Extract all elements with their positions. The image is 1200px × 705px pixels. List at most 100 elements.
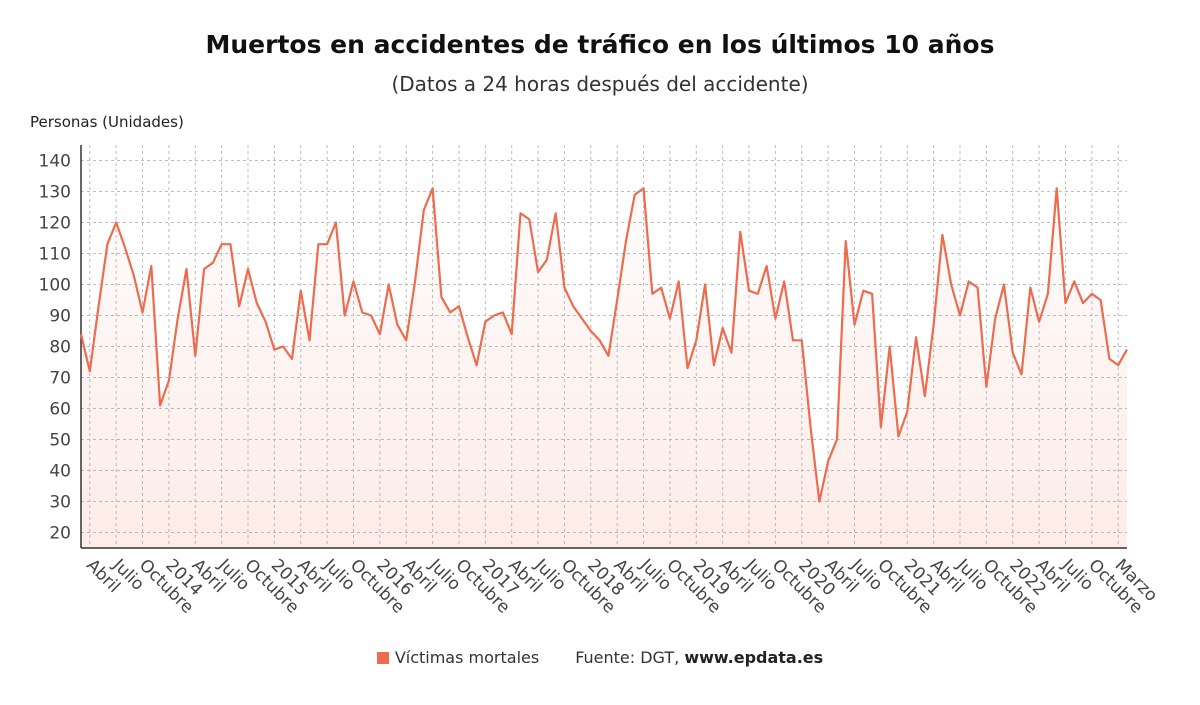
data-point bbox=[502, 311, 504, 313]
y-tick-label: 100 bbox=[39, 276, 71, 296]
data-point bbox=[563, 286, 565, 288]
y-tick-label: 110 bbox=[39, 245, 71, 265]
data-point bbox=[1099, 299, 1101, 301]
data-point bbox=[572, 305, 574, 307]
data-point bbox=[511, 333, 513, 335]
series-line-victimas bbox=[79, 187, 1128, 503]
y-axis-ticks: 20 30 40 50 60 70 80 90 100 110 120 130 140 bbox=[39, 152, 71, 544]
data-point bbox=[792, 339, 794, 341]
data-point bbox=[783, 280, 785, 282]
data-point bbox=[159, 404, 161, 406]
data-point bbox=[1064, 302, 1066, 304]
data-point bbox=[431, 187, 433, 189]
data-point bbox=[678, 280, 680, 282]
data-point bbox=[1003, 283, 1005, 285]
data-point bbox=[405, 339, 407, 341]
data-point bbox=[133, 274, 135, 276]
data-point bbox=[598, 339, 600, 341]
data-point bbox=[818, 500, 820, 502]
data-point bbox=[361, 311, 363, 313]
data-point bbox=[379, 333, 381, 335]
data-point bbox=[194, 355, 196, 357]
source-site: www.epdata.es bbox=[684, 648, 824, 667]
data-point bbox=[317, 243, 319, 245]
data-point bbox=[89, 370, 91, 372]
y-tick-label: 70 bbox=[49, 369, 71, 389]
data-point bbox=[730, 352, 732, 354]
data-point bbox=[414, 280, 416, 282]
data-point bbox=[554, 212, 556, 214]
data-point bbox=[291, 358, 293, 360]
data-point bbox=[176, 317, 178, 319]
data-point bbox=[1012, 352, 1014, 354]
legend-label: Víctimas mortales bbox=[394, 648, 540, 667]
data-point bbox=[308, 339, 310, 341]
data-point bbox=[124, 246, 126, 248]
data-point bbox=[906, 410, 908, 412]
data-point bbox=[238, 305, 240, 307]
data-point bbox=[924, 395, 926, 397]
data-point bbox=[941, 234, 943, 236]
y-tick-label: 50 bbox=[49, 431, 71, 451]
data-point bbox=[862, 290, 864, 292]
data-point bbox=[590, 330, 592, 332]
data-point bbox=[264, 321, 266, 323]
y-tick-label: 30 bbox=[49, 493, 71, 513]
y-tick-label: 60 bbox=[49, 400, 71, 420]
axes bbox=[80, 145, 1127, 549]
source-prefix: Fuente: DGT, bbox=[575, 648, 685, 667]
data-point bbox=[141, 311, 143, 313]
data-point bbox=[475, 364, 477, 366]
data-point bbox=[994, 317, 996, 319]
data-point bbox=[845, 240, 847, 242]
data-point bbox=[827, 460, 829, 462]
data-point bbox=[352, 280, 354, 282]
data-point bbox=[748, 290, 750, 292]
data-point bbox=[1126, 348, 1128, 350]
y-tick-label: 40 bbox=[49, 462, 71, 482]
data-point bbox=[669, 317, 671, 319]
data-point bbox=[97, 305, 99, 307]
data-point bbox=[660, 286, 662, 288]
data-point bbox=[1038, 321, 1040, 323]
data-point bbox=[651, 293, 653, 295]
data-point bbox=[739, 231, 741, 233]
data-point bbox=[607, 355, 609, 357]
y-axis-label: Personas (Unidades) bbox=[30, 113, 184, 131]
data-point bbox=[642, 187, 644, 189]
data-point bbox=[519, 212, 521, 214]
data-point bbox=[713, 364, 715, 366]
data-point bbox=[985, 386, 987, 388]
x-axis-ticks: AbrilJulioOctubre2014AbrilJulioOctubre20… bbox=[82, 555, 1161, 618]
y-tick-label: 120 bbox=[39, 214, 71, 234]
source-text: Fuente: DGT, www.epdata.es bbox=[575, 648, 823, 667]
y-tick-label: 90 bbox=[49, 307, 71, 327]
data-point bbox=[115, 221, 117, 223]
data-point bbox=[273, 348, 275, 350]
data-point bbox=[220, 243, 222, 245]
data-point bbox=[467, 336, 469, 338]
data-point bbox=[300, 290, 302, 292]
data-point bbox=[370, 314, 372, 316]
legend-swatch bbox=[376, 652, 389, 664]
data-point bbox=[959, 314, 961, 316]
data-point bbox=[493, 314, 495, 316]
data-point bbox=[1073, 280, 1075, 282]
data-point bbox=[1082, 302, 1084, 304]
area-path bbox=[81, 188, 1127, 548]
data-point bbox=[282, 345, 284, 347]
data-point bbox=[1091, 293, 1093, 295]
data-point bbox=[528, 218, 530, 220]
data-point bbox=[396, 324, 398, 326]
data-point bbox=[344, 314, 346, 316]
data-point bbox=[326, 243, 328, 245]
data-point bbox=[950, 283, 952, 285]
area-fill bbox=[81, 188, 1127, 548]
data-point bbox=[932, 324, 934, 326]
y-tick-label: 80 bbox=[49, 338, 71, 358]
data-point bbox=[1117, 364, 1119, 366]
data-point bbox=[757, 293, 759, 295]
data-point bbox=[976, 286, 978, 288]
series-lines bbox=[79, 187, 1128, 503]
